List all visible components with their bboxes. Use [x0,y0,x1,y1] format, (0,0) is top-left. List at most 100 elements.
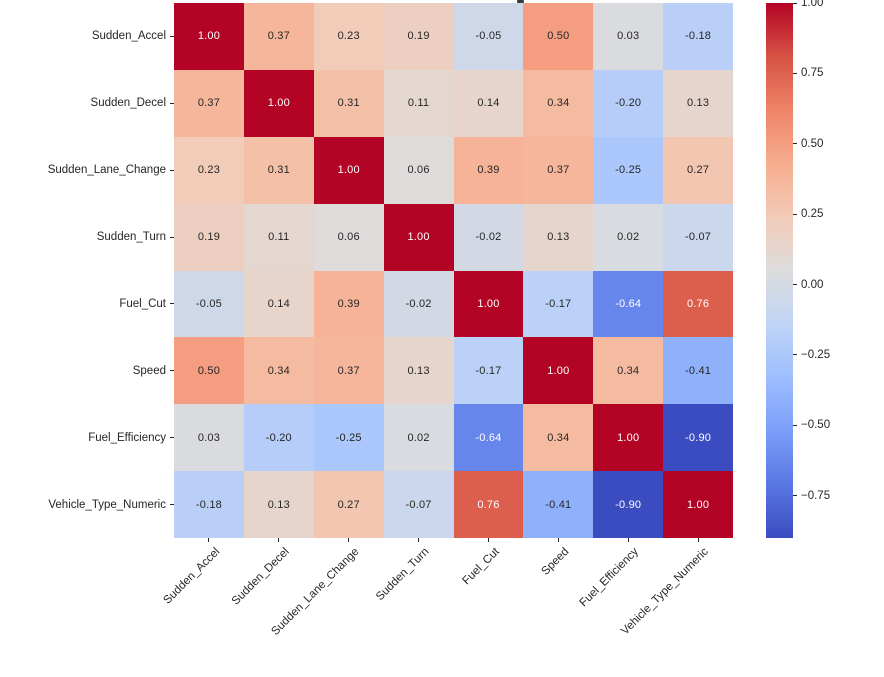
heatmap-cell: 0.50 [523,3,594,70]
x-tick-mark [557,538,559,542]
heatmap-cell: 0.23 [174,136,244,204]
heatmap-cell: -0.41 [523,471,594,538]
y-tick-mark [170,504,174,506]
heatmap-cell: 0.13 [663,69,733,137]
heatmap-cell: 0.76 [453,471,524,538]
heatmap-cell: 0.76 [663,270,733,338]
heatmap-cell: 0.13 [243,471,314,538]
heatmap-cell: -0.07 [663,203,733,271]
heatmap-cell: 0.34 [523,404,594,472]
heatmap-cell: 0.06 [313,203,384,271]
colorbar-tick-label: 0.00 [801,278,824,291]
heatmap-cell: 0.37 [313,337,384,405]
cropped-title-remnant-mark [517,0,524,3]
y-tick-mark [170,370,174,372]
heatmap-cell: -0.17 [523,270,594,338]
x-tick-mark [487,538,489,542]
x-tick-mark [697,538,699,542]
y-tick-mark [170,303,174,305]
heatmap-cell: -0.02 [453,203,524,271]
heatmap-cell: 0.31 [313,69,384,137]
colorbar-tick-label: 0.75 [801,67,824,80]
heatmap-cell: -0.90 [593,471,664,538]
x-tick-mark [348,538,350,542]
colorbar-tick-mark [793,354,797,356]
heatmap-cell: 0.02 [593,203,664,271]
y-tick-label: Fuel_Cut [119,297,166,310]
heatmap-cell: -0.17 [453,337,524,405]
heatmap-cell: 1.00 [453,270,524,338]
heatmap-cell: 1.00 [313,136,384,204]
heatmap-cell: 0.37 [174,69,244,137]
heatmap-cell: -0.02 [383,270,454,338]
colorbar-tick-label: 1.00 [801,0,824,9]
heatmap-cell: 0.14 [243,270,314,338]
heatmap-cell: -0.25 [313,404,384,472]
y-tick-mark [170,437,174,439]
colorbar-tick-label: 0.25 [801,208,824,221]
heatmap-cell: 0.19 [174,203,244,271]
heatmap-cell: 0.02 [383,404,454,472]
y-tick-mark [170,169,174,171]
colorbar-tick-mark [793,213,797,215]
heatmap-cell: 0.37 [523,136,594,204]
heatmap-cell: -0.64 [453,404,524,472]
heatmap-cell: 0.37 [243,3,314,70]
heatmap-cell: 1.00 [523,337,594,405]
heatmap-cell: 0.14 [453,69,524,137]
heatmap-cell: 0.23 [313,3,384,70]
x-tick-label: Sudden_Turn [374,545,432,604]
colorbar-tick-label: −0.50 [801,419,831,432]
colorbar-tick-mark [793,284,797,286]
heatmap-cell: -0.18 [174,471,244,538]
heatmap-grid: 1.00 0.37 0.23 0.19 -0.05 0.50 0.03 -0.18 0.37 1.… [174,3,733,538]
y-tick-mark [170,236,174,238]
heatmap-cell: -0.20 [243,404,314,472]
x-tick-mark [208,538,210,542]
x-tick-label: Speed [539,545,572,578]
colorbar-tick-mark [793,72,797,74]
x-tick-label: Sudden_Decel [230,545,293,608]
y-tick-label: Fuel_Efficiency [88,431,166,444]
heatmap-cell: 1.00 [174,3,244,70]
colorbar-tick-label: −0.25 [801,348,831,361]
colorbar-tick-mark [793,2,797,4]
colorbar [766,3,793,538]
heatmap-cell: 1.00 [243,69,314,137]
heatmap-cell: 0.39 [453,136,524,204]
y-tick-label: Sudden_Accel [91,30,166,43]
heatmap-cell: -0.25 [593,136,664,204]
heatmap-cell: 0.34 [243,337,314,405]
x-tick-label: Fuel_Cut [460,545,502,588]
heatmap-cell: 0.19 [383,3,454,70]
heatmap-cell: 0.27 [663,136,733,204]
heatmap-cell: 0.27 [313,471,384,538]
heatmap-cell: 0.34 [523,69,594,137]
colorbar-tick-label: −0.75 [801,489,831,502]
x-tick-mark [278,538,280,542]
colorbar-tick-mark [793,495,797,497]
y-tick-label: Sudden_Decel [90,97,166,110]
y-tick-label: Speed [132,364,166,377]
heatmap-cell: -0.07 [383,471,454,538]
heatmap-cell: -0.64 [593,270,664,338]
x-tick-label: Sudden_Accel [161,545,223,607]
y-tick-label: Sudden_Turn [96,231,166,244]
y-tick-label: Sudden_Lane_Change [47,164,166,177]
heatmap-cell: 1.00 [663,471,733,538]
x-tick-mark [627,538,629,542]
colorbar-tick-label: 0.50 [801,137,824,150]
x-tick-label: Fuel_Efficiency [577,545,642,610]
heatmap-cell: 1.00 [593,404,664,472]
colorbar-tick-mark [793,424,797,426]
heatmap-cell: 0.50 [174,337,244,405]
heatmap-cell: -0.20 [593,69,664,137]
heatmap-cell: 0.03 [593,3,664,70]
y-tick-mark [170,35,174,37]
heatmap-cell: 0.06 [383,136,454,204]
heatmap-cell: 0.11 [383,69,454,137]
heatmap-cell: 0.39 [313,270,384,338]
y-tick-mark [170,102,174,104]
heatmap-cell: 0.34 [593,337,664,405]
